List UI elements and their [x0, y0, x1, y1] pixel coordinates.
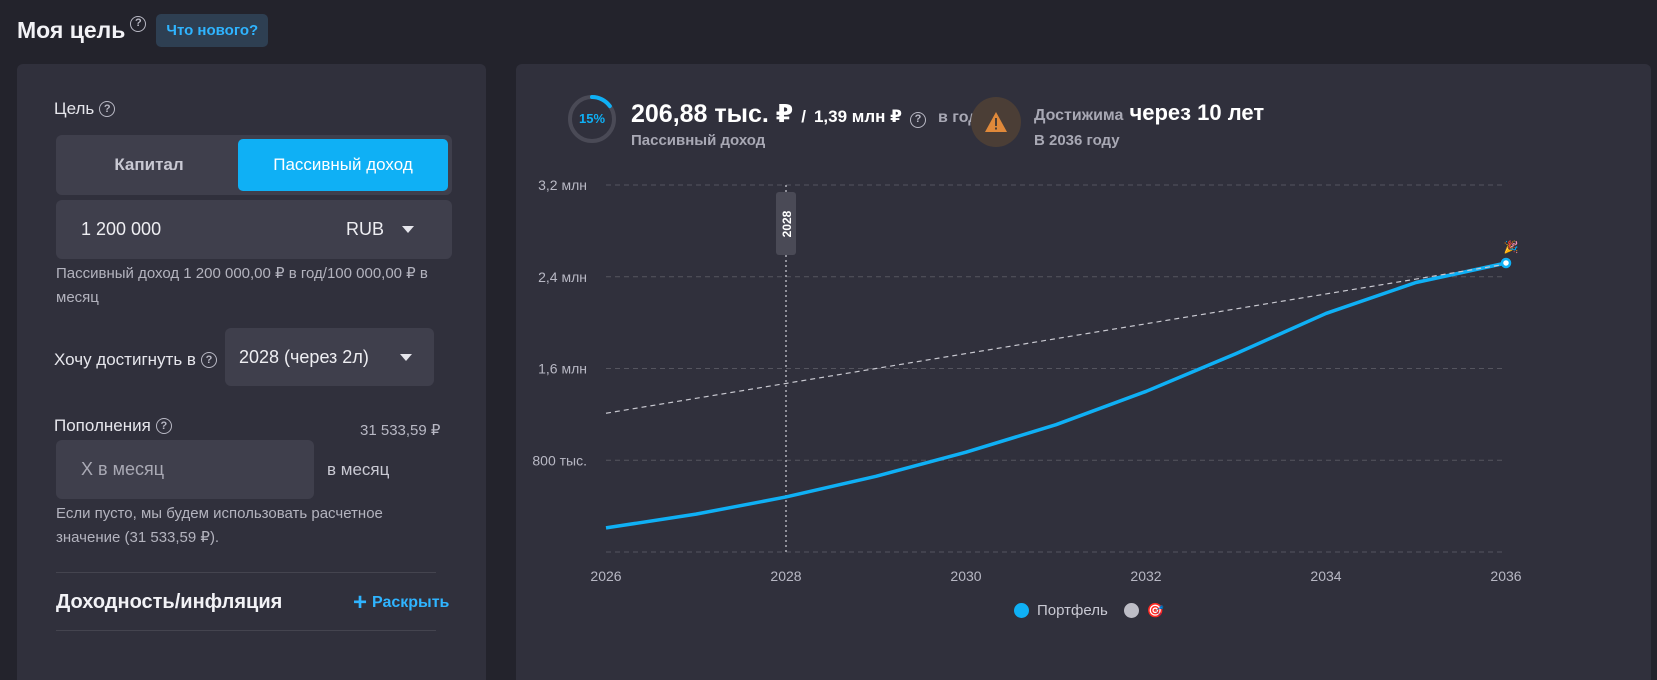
x-tick-label: 2032 [1130, 568, 1161, 584]
target-year-value[interactable]: 2028 (через 2л) [239, 346, 369, 367]
income-help-icon[interactable]: ? [909, 111, 926, 128]
income-value: 206,88 тыс. ₽ [631, 100, 794, 128]
deposits-placeholder[interactable]: X в месяц [81, 459, 165, 479]
y-tick-label: 1,6 млн [538, 361, 587, 377]
forecast-chart: 800 тыс. 1,6 млн 2,4 млн 3,2 млн 2026 2028 203… [532, 177, 1521, 584]
expand-button[interactable]: + Раскрыть [353, 589, 450, 616]
help-icon[interactable]: ? [130, 15, 147, 32]
y-tick-label: 3,2 млн [538, 177, 587, 193]
page-header: Моя цель ? Что нового? [17, 14, 269, 47]
achievable-prefix: Достижима [1034, 107, 1124, 124]
income-summary: 206,88 тыс. ₽ / 1,39 млн ₽ ? в год [631, 99, 978, 129]
divider [56, 572, 436, 573]
divider [56, 630, 436, 631]
deposits-help-icon[interactable]: ? [155, 418, 172, 434]
target-income-value: 1,39 млн ₽ [813, 107, 902, 126]
deposits-label: Пополнения [54, 416, 151, 435]
page-title: Моя цель [17, 17, 126, 43]
target-icon[interactable]: 🎯 [1146, 602, 1165, 618]
target-year-marker-label: 2028 [780, 210, 794, 237]
x-tick-label: 2030 [950, 568, 981, 584]
x-tick-label: 2028 [770, 568, 801, 584]
series-line-portfolio [605, 261, 1507, 530]
progress-percent: 15% [578, 111, 606, 126]
plus-icon: + [353, 589, 368, 616]
achievable-summary: Достижима через 10 лет [1034, 100, 1264, 126]
target-year-select[interactable]: 2028 (через 2л) [225, 328, 434, 386]
deposits-calculated-value: 31 533,59 ₽ [360, 422, 441, 439]
yield-section-title: Доходность/инфляция [56, 591, 283, 613]
deposits-input[interactable]: X в месяц [56, 440, 314, 499]
target-label-row: Хочу достигнуть в ? [54, 350, 217, 370]
whats-new-button[interactable]: Что нового? [156, 14, 269, 47]
chart-legend: Портфель 🎯 [1014, 602, 1164, 619]
legend-label-portfolio[interactable]: Портфель [1037, 602, 1108, 619]
x-tick-label: 2034 [1310, 568, 1341, 584]
currency-select-value[interactable]: RUB [346, 219, 385, 239]
achievable-value: через 10 лет [1129, 100, 1265, 125]
x-tick-label: 2036 [1490, 568, 1521, 584]
deposits-hint: Если пусто, мы будем использовать расчет… [56, 505, 383, 546]
y-tick-label: 2,4 млн [538, 269, 587, 285]
target-label: Хочу достигнуть в [54, 350, 196, 369]
series-end-point[interactable] [1500, 257, 1512, 269]
celebration-icon: 🎉 [1504, 240, 1519, 254]
goal-label: Цель [54, 99, 95, 118]
goal-amount-value[interactable]: 1 200 000 [81, 219, 162, 239]
income-caption: Пассивный доход [631, 132, 766, 149]
goal-type-toggle: Капитал Пассивный доход [56, 135, 452, 195]
expand-label[interactable]: Раскрыть [372, 594, 450, 611]
chevron-down-icon[interactable] [402, 226, 414, 233]
goal-amount-field[interactable]: 1 200 000 RUB [56, 200, 452, 259]
income-separator: / [801, 107, 806, 126]
x-tick-label: 2026 [590, 568, 621, 584]
warning-icon [985, 112, 1007, 132]
achievable-year: В 2036 году [1034, 132, 1120, 149]
tab-capital[interactable]: Капитал [114, 155, 184, 174]
goal-help-icon[interactable]: ? [99, 101, 116, 117]
series-line-goal [605, 263, 1507, 414]
legend-dot-goal[interactable] [1123, 603, 1139, 618]
goal-label-row: Цель ? [54, 99, 116, 119]
progress-ring: 15% [567, 94, 617, 144]
chevron-down-icon[interactable] [400, 353, 412, 361]
tab-passive-income[interactable]: Пассивный доход [237, 139, 448, 191]
target-help-icon[interactable]: ? [200, 352, 217, 368]
deposits-label-row: Пополнения ? [54, 416, 172, 436]
income-period: в год [937, 109, 979, 126]
forecast-panel: 15% 206,88 тыс. ₽ / 1,39 млн ₽ ? в год П… [516, 64, 1651, 680]
goal-hint: Пассивный доход 1 200 000,00 ₽ в год/100… [56, 265, 428, 306]
progress-ring-graphic [568, 95, 616, 143]
target-year-marker-tag[interactable] [776, 192, 796, 255]
legend-dot-portfolio[interactable] [1014, 603, 1029, 618]
goal-settings-panel: Цель ? Капитал Пассивный доход 1 200 000… [17, 64, 486, 680]
warning-badge [971, 97, 1021, 147]
y-tick-label: 800 тыс. [532, 452, 587, 468]
deposits-suffix: в месяц [327, 460, 390, 479]
